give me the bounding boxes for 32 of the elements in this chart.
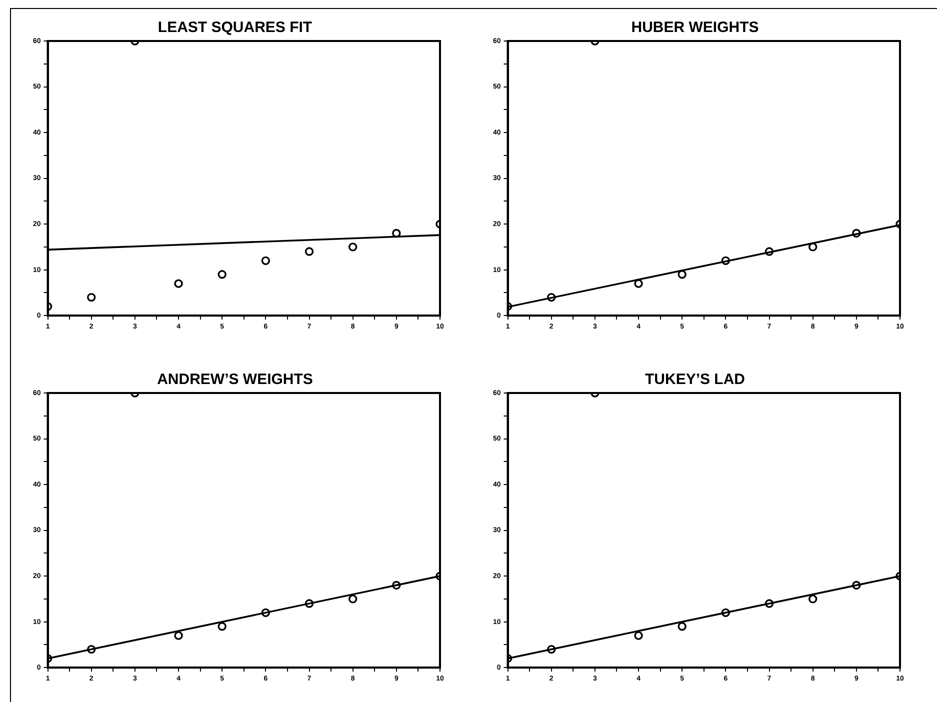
point (678, 622, 686, 631)
point (721, 608, 730, 618)
point (174, 279, 183, 288)
point (547, 644, 556, 654)
point (87, 292, 96, 302)
point (808, 594, 818, 604)
point (634, 279, 643, 288)
chart-title: HUBER WEIGHTS (631, 19, 759, 36)
point (261, 256, 270, 266)
point (348, 242, 358, 252)
point (304, 247, 314, 256)
chart-title: ANDREW’S WEIGHTS (157, 371, 313, 388)
point (218, 270, 226, 279)
point (261, 608, 270, 618)
point (392, 228, 401, 238)
point (348, 594, 358, 604)
point (764, 247, 774, 256)
point (547, 292, 556, 302)
point (304, 599, 314, 608)
point (808, 242, 818, 252)
point (764, 599, 774, 608)
point (634, 631, 643, 640)
point (852, 580, 861, 590)
point (852, 228, 861, 238)
point (678, 270, 686, 279)
chart-title: TUKEY’S LAD (644, 371, 746, 388)
point (218, 622, 226, 631)
point (721, 256, 730, 266)
point (87, 644, 96, 654)
point (392, 580, 401, 590)
chart-title: LEAST SQUARES FIT (158, 19, 312, 36)
point (174, 631, 183, 640)
